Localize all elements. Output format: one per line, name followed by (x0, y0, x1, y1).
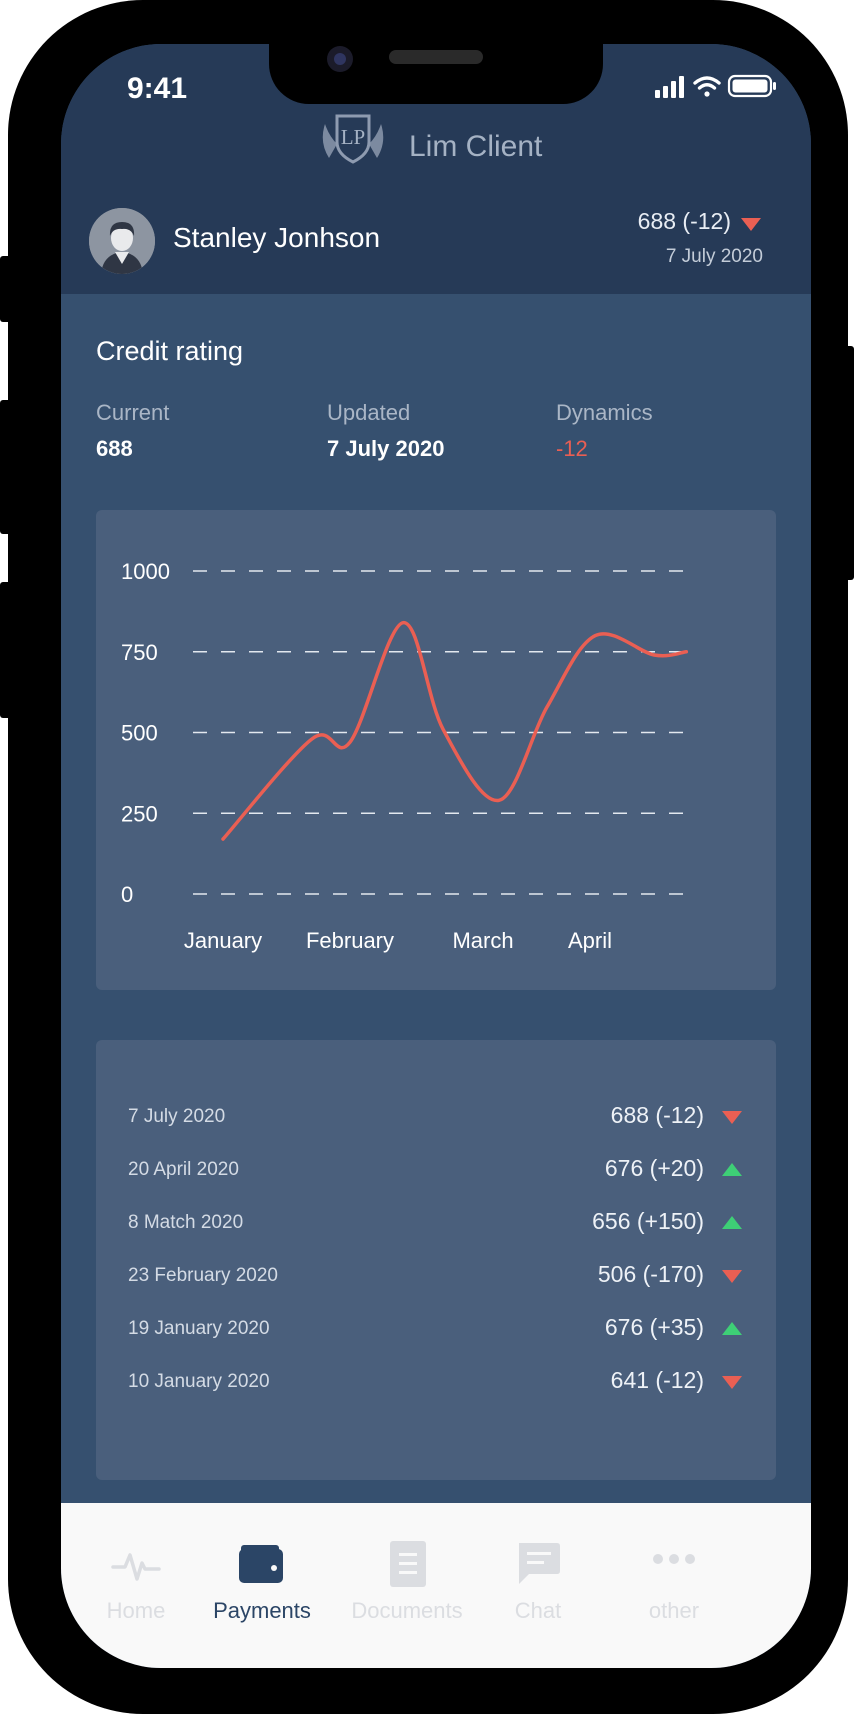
tab-bar: Home Payments Documents (61, 1503, 811, 1668)
tab-chat[interactable]: Chat (463, 1503, 613, 1623)
chart-plot: 1000 750 500 250 0 January February March April (121, 559, 689, 953)
status-icons (655, 74, 781, 111)
speaker (389, 50, 483, 64)
history-date: 10 January 2020 (128, 1371, 270, 1392)
tab-label: Documents (351, 1598, 463, 1623)
mute-switch (0, 256, 10, 322)
y-tick-label: 500 (121, 721, 158, 746)
trend-down-icon (741, 218, 761, 231)
logo-text: LP (341, 125, 366, 149)
battery-icon (727, 74, 776, 98)
updated-label: Updated (327, 400, 411, 425)
user-name: Stanley Jonhson (173, 222, 381, 253)
trend-down-icon (722, 1376, 742, 1389)
list-item[interactable]: 8 Match 2020 656 (+150) (96, 1202, 776, 1242)
y-tick-label: 250 (121, 801, 158, 826)
user-row[interactable]: Stanley Jonhson 688 (-12) 7 July 2020 (61, 204, 811, 294)
list-item[interactable]: 10 January 2020 641 (-12) (96, 1361, 776, 1401)
y-tick-label: 750 (121, 640, 158, 665)
avatar[interactable] (89, 208, 155, 274)
trend-down-icon (722, 1111, 742, 1124)
history-date: 7 July 2020 (128, 1106, 226, 1127)
history-value: 688 (-12) (610, 1102, 704, 1128)
history-date: 23 February 2020 (128, 1265, 278, 1286)
document-icon (390, 1541, 426, 1587)
user-score: 688 (-12) (638, 208, 761, 235)
tab-label: other (648, 1598, 700, 1623)
tab-other[interactable]: other (599, 1503, 749, 1623)
history-date: 19 January 2020 (128, 1318, 270, 1339)
dynamics-label: Dynamics (556, 400, 653, 425)
dynamics-value: -12 (556, 436, 588, 461)
notch (269, 44, 603, 104)
tab-payments[interactable]: Payments (187, 1503, 337, 1623)
tab-home[interactable]: Home (61, 1503, 211, 1623)
pulse-icon (111, 1553, 161, 1581)
trend-up-icon (722, 1216, 742, 1229)
signal-icon (655, 76, 684, 98)
list-item[interactable]: 23 February 2020 506 (-170) (96, 1255, 776, 1295)
credit-chart: 1000 750 500 250 0 January February March April (96, 510, 776, 990)
tab-documents[interactable]: Documents (332, 1503, 482, 1623)
series-line (221, 620, 689, 841)
list-item[interactable]: 19 January 2020 676 (+35) (96, 1308, 776, 1348)
updated-value: 7 July 2020 (327, 436, 445, 461)
history-value: 506 (-170) (597, 1261, 704, 1287)
logo-icon: LP (322, 114, 384, 164)
list-item[interactable]: 7 July 2020 688 (-12) (96, 1096, 776, 1136)
wallet-icon (239, 1545, 283, 1583)
volume-down-button (0, 582, 10, 718)
x-tick-label: January (184, 928, 262, 953)
history-value: 676 (+20) (604, 1155, 704, 1181)
y-tick-label: 0 (121, 882, 133, 907)
history-list: 7 July 2020 688 (-12) 20 April 2020 676 (+2… (96, 1040, 776, 1480)
user-score-date: 7 July 2020 (665, 246, 763, 267)
trend-down-icon (722, 1270, 742, 1283)
list-item[interactable]: 20 April 2020 676 (+20) (96, 1149, 776, 1189)
y-tick-label: 1000 (121, 559, 170, 584)
tab-label: Payments (213, 1598, 311, 1623)
brand: LP Lim Client (61, 112, 811, 172)
user-avatar-icon (89, 208, 155, 274)
tab-label: Chat (514, 1598, 562, 1623)
front-camera (327, 46, 353, 72)
user-score-value: 688 (-12) (637, 208, 731, 234)
x-tick-label: March (452, 928, 513, 953)
more-icon (653, 1554, 695, 1564)
wifi-icon (693, 76, 721, 97)
chat-icon (519, 1543, 560, 1584)
power-button (844, 346, 854, 580)
x-tick-label: April (568, 928, 612, 953)
volume-up-button (0, 400, 10, 534)
status-time: 9:41 (127, 72, 188, 105)
history-value: 641 (-12) (610, 1367, 704, 1393)
current-value: 688 (96, 436, 133, 461)
history-date: 20 April 2020 (128, 1159, 239, 1180)
trend-up-icon (722, 1322, 742, 1335)
history-date: 8 Match 2020 (128, 1212, 244, 1233)
app-name: Lim Client (409, 130, 543, 163)
current-label: Current (96, 400, 170, 425)
header: 9:41 (61, 44, 811, 294)
trend-up-icon (722, 1163, 742, 1176)
screen: 9:41 (61, 44, 811, 1668)
x-tick-label: February (306, 928, 394, 953)
history-value: 676 (+35) (604, 1314, 704, 1340)
section-title: Credit rating (96, 336, 244, 366)
history-value: 656 (+150) (592, 1208, 704, 1234)
tab-label: Home (106, 1598, 166, 1623)
